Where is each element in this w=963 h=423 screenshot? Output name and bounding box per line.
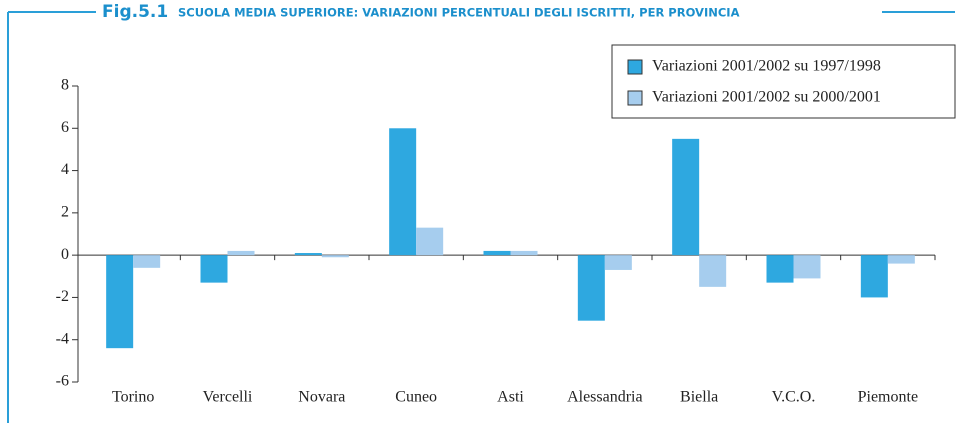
x-tick-label: Novara (298, 389, 345, 406)
legend-swatch (627, 59, 643, 75)
bar (860, 255, 888, 298)
legend-swatch (627, 90, 643, 106)
x-tick-label: Vercelli (203, 389, 253, 406)
y-tick-label: 4 (61, 161, 69, 178)
bar (483, 250, 511, 256)
bar (887, 255, 915, 264)
y-tick-label: -2 (56, 288, 69, 305)
bar (672, 138, 700, 256)
bar (793, 255, 821, 279)
bar (766, 255, 794, 283)
chart-title: SCUOLA MEDIA SUPERIORE: VARIAZIONI PERCE… (178, 6, 740, 20)
x-tick-label: Biella (680, 389, 718, 406)
legend-label: Variazioni 2001/2002 su 1997/1998 (652, 58, 881, 75)
bar (200, 255, 228, 283)
bar (699, 255, 727, 287)
legend-box (611, 44, 956, 119)
bar (510, 250, 538, 256)
x-tick-label: V.C.O. (772, 389, 816, 406)
bar (321, 255, 349, 258)
x-tick-label: Cuneo (395, 389, 437, 406)
bar (227, 250, 255, 256)
figure-label: Fig.5.1 (102, 2, 168, 22)
bar (294, 253, 322, 256)
bar (604, 255, 632, 270)
x-tick-label: Piemonte (858, 389, 918, 406)
bar (106, 255, 134, 349)
bar (416, 227, 444, 256)
y-tick-label: 0 (61, 246, 69, 263)
x-tick-label: Asti (497, 389, 524, 406)
y-tick-label: 2 (61, 204, 69, 221)
legend-label: Variazioni 2001/2002 su 2000/2001 (652, 89, 881, 106)
y-tick-label: -4 (56, 330, 69, 347)
title-bg (96, 2, 882, 22)
x-tick-label: Alessandria (567, 389, 643, 406)
bar (133, 255, 161, 268)
y-tick-label: -6 (56, 373, 69, 390)
y-tick-label: 6 (61, 119, 69, 136)
x-tick-label: Torino (112, 389, 154, 406)
y-tick-label: 8 (61, 77, 69, 94)
bar (389, 128, 417, 256)
bar (577, 255, 605, 321)
